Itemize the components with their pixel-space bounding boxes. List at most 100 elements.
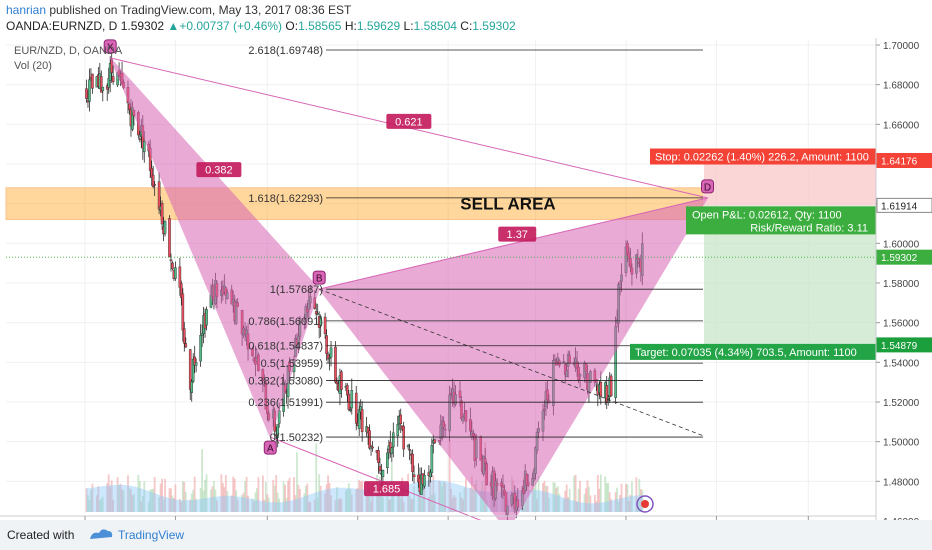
- volume-bar: [178, 498, 181, 512]
- target-label: Target: 0.07035 (4.34%) 703.5, Amount: 1…: [630, 343, 876, 360]
- candle: [171, 261, 174, 271]
- volume-bar: [272, 479, 275, 512]
- candle-body: [151, 174, 155, 187]
- volume-bar: [226, 491, 229, 512]
- candle-body: [378, 466, 382, 472]
- candle: [391, 422, 395, 458]
- volume-bar: [285, 498, 288, 512]
- fib-level-label: 0.618(1.54837): [248, 341, 323, 353]
- volume-bar: [355, 489, 358, 512]
- candle: [190, 379, 194, 402]
- volume-bar: [371, 482, 374, 512]
- volume-bar: [619, 495, 621, 512]
- volume-bar: [275, 475, 278, 512]
- candle-body: [85, 88, 88, 99]
- tradingview-logo-icon[interactable]: [88, 526, 114, 547]
- volume-bar: [453, 495, 455, 512]
- footer-bar: Created with TradingView: [0, 520, 932, 550]
- volume-bar: [626, 484, 629, 512]
- volume-bar: [112, 499, 115, 512]
- projection-line: [319, 288, 704, 437]
- candle-body: [408, 449, 411, 451]
- candle-body: [391, 432, 395, 448]
- point-marker: [312, 270, 326, 285]
- candle-body: [390, 447, 394, 454]
- candle-body: [412, 474, 416, 478]
- event-ring: [636, 495, 654, 513]
- volume-bar: [97, 486, 100, 512]
- volume-bar: [256, 488, 258, 512]
- volume-bar: [564, 490, 567, 512]
- ratio-label-text: 0.382: [205, 165, 233, 177]
- volume-bar: [470, 476, 473, 512]
- volume-bar: [214, 489, 217, 512]
- candle: [377, 446, 380, 474]
- candle: [100, 70, 103, 93]
- candle: [323, 312, 327, 339]
- volume-bar: [216, 500, 218, 512]
- ratio-label-box: [498, 226, 537, 242]
- candle-body: [433, 439, 437, 444]
- volume-bar: [223, 487, 226, 512]
- earnings-event-icon[interactable]: [636, 495, 654, 513]
- volume-bar: [205, 474, 208, 512]
- volume-bar: [350, 494, 353, 512]
- volume-bar: [469, 487, 472, 512]
- candle-body: [168, 218, 171, 258]
- volume-bar: [287, 480, 289, 512]
- price-tag: 1.61914: [876, 197, 932, 213]
- volume-bar: [264, 481, 267, 512]
- volume-bar: [542, 483, 544, 512]
- volume-bar: [195, 498, 198, 512]
- point-a-label: A: [263, 440, 277, 455]
- price-tag-text: 1.59302: [881, 253, 918, 264]
- volume-bar: [368, 488, 371, 512]
- volume-bar: [423, 474, 426, 512]
- volume-bar: [107, 474, 110, 512]
- volume-bar: [299, 489, 301, 512]
- price-axis-bg: [876, 38, 932, 520]
- tradingview-brand-link[interactable]: TradingView: [118, 528, 185, 542]
- volume-bar: [257, 477, 260, 512]
- candle-body: [328, 357, 331, 359]
- candle-body: [609, 375, 613, 397]
- author-link[interactable]: hanrian: [6, 3, 47, 17]
- volume-bar: [475, 479, 478, 512]
- volume-bar: [408, 495, 411, 512]
- point-marker: [103, 39, 117, 54]
- volume-bar: [315, 443, 318, 512]
- volume-bar: [85, 488, 88, 512]
- candle-body: [402, 426, 405, 450]
- volume-bar: [625, 483, 627, 512]
- volume-bar: [598, 488, 601, 512]
- fib-level-label: 0.786(1.56091): [248, 316, 323, 328]
- volume-bar: [479, 492, 482, 512]
- volume-bar: [128, 488, 131, 512]
- volume-bar: [263, 499, 266, 512]
- point-marker-text: X: [107, 42, 114, 53]
- fib-level-label: 0.382(1.53080): [248, 376, 323, 388]
- volume-bar: [296, 452, 298, 512]
- volume-bar: [410, 498, 412, 512]
- candle-body: [354, 392, 358, 424]
- stop-label-text: Stop: 0.02262 (1.40%) 226.2, Amount: 110…: [655, 152, 869, 164]
- candle-body: [194, 362, 198, 366]
- volume-bar: [380, 490, 383, 512]
- candle: [386, 448, 389, 474]
- candle-body: [319, 316, 322, 326]
- volume-bar: [122, 490, 125, 512]
- volume-bar: [297, 484, 300, 512]
- candle: [111, 65, 115, 85]
- volume-bar: [273, 485, 276, 512]
- candle-body: [178, 266, 182, 288]
- candle: [365, 416, 368, 437]
- candle: [399, 408, 403, 433]
- ratio-label-box: [386, 113, 432, 129]
- fib-level-label: 1.618(1.62293): [248, 193, 323, 205]
- volume-bar: [183, 481, 186, 512]
- point-x-label: X: [103, 39, 117, 54]
- publish-line: hanrian published on TradingView.com, Ma…: [6, 3, 351, 17]
- volume-bar: [119, 483, 122, 512]
- legend-volume: Vol (20): [14, 60, 52, 72]
